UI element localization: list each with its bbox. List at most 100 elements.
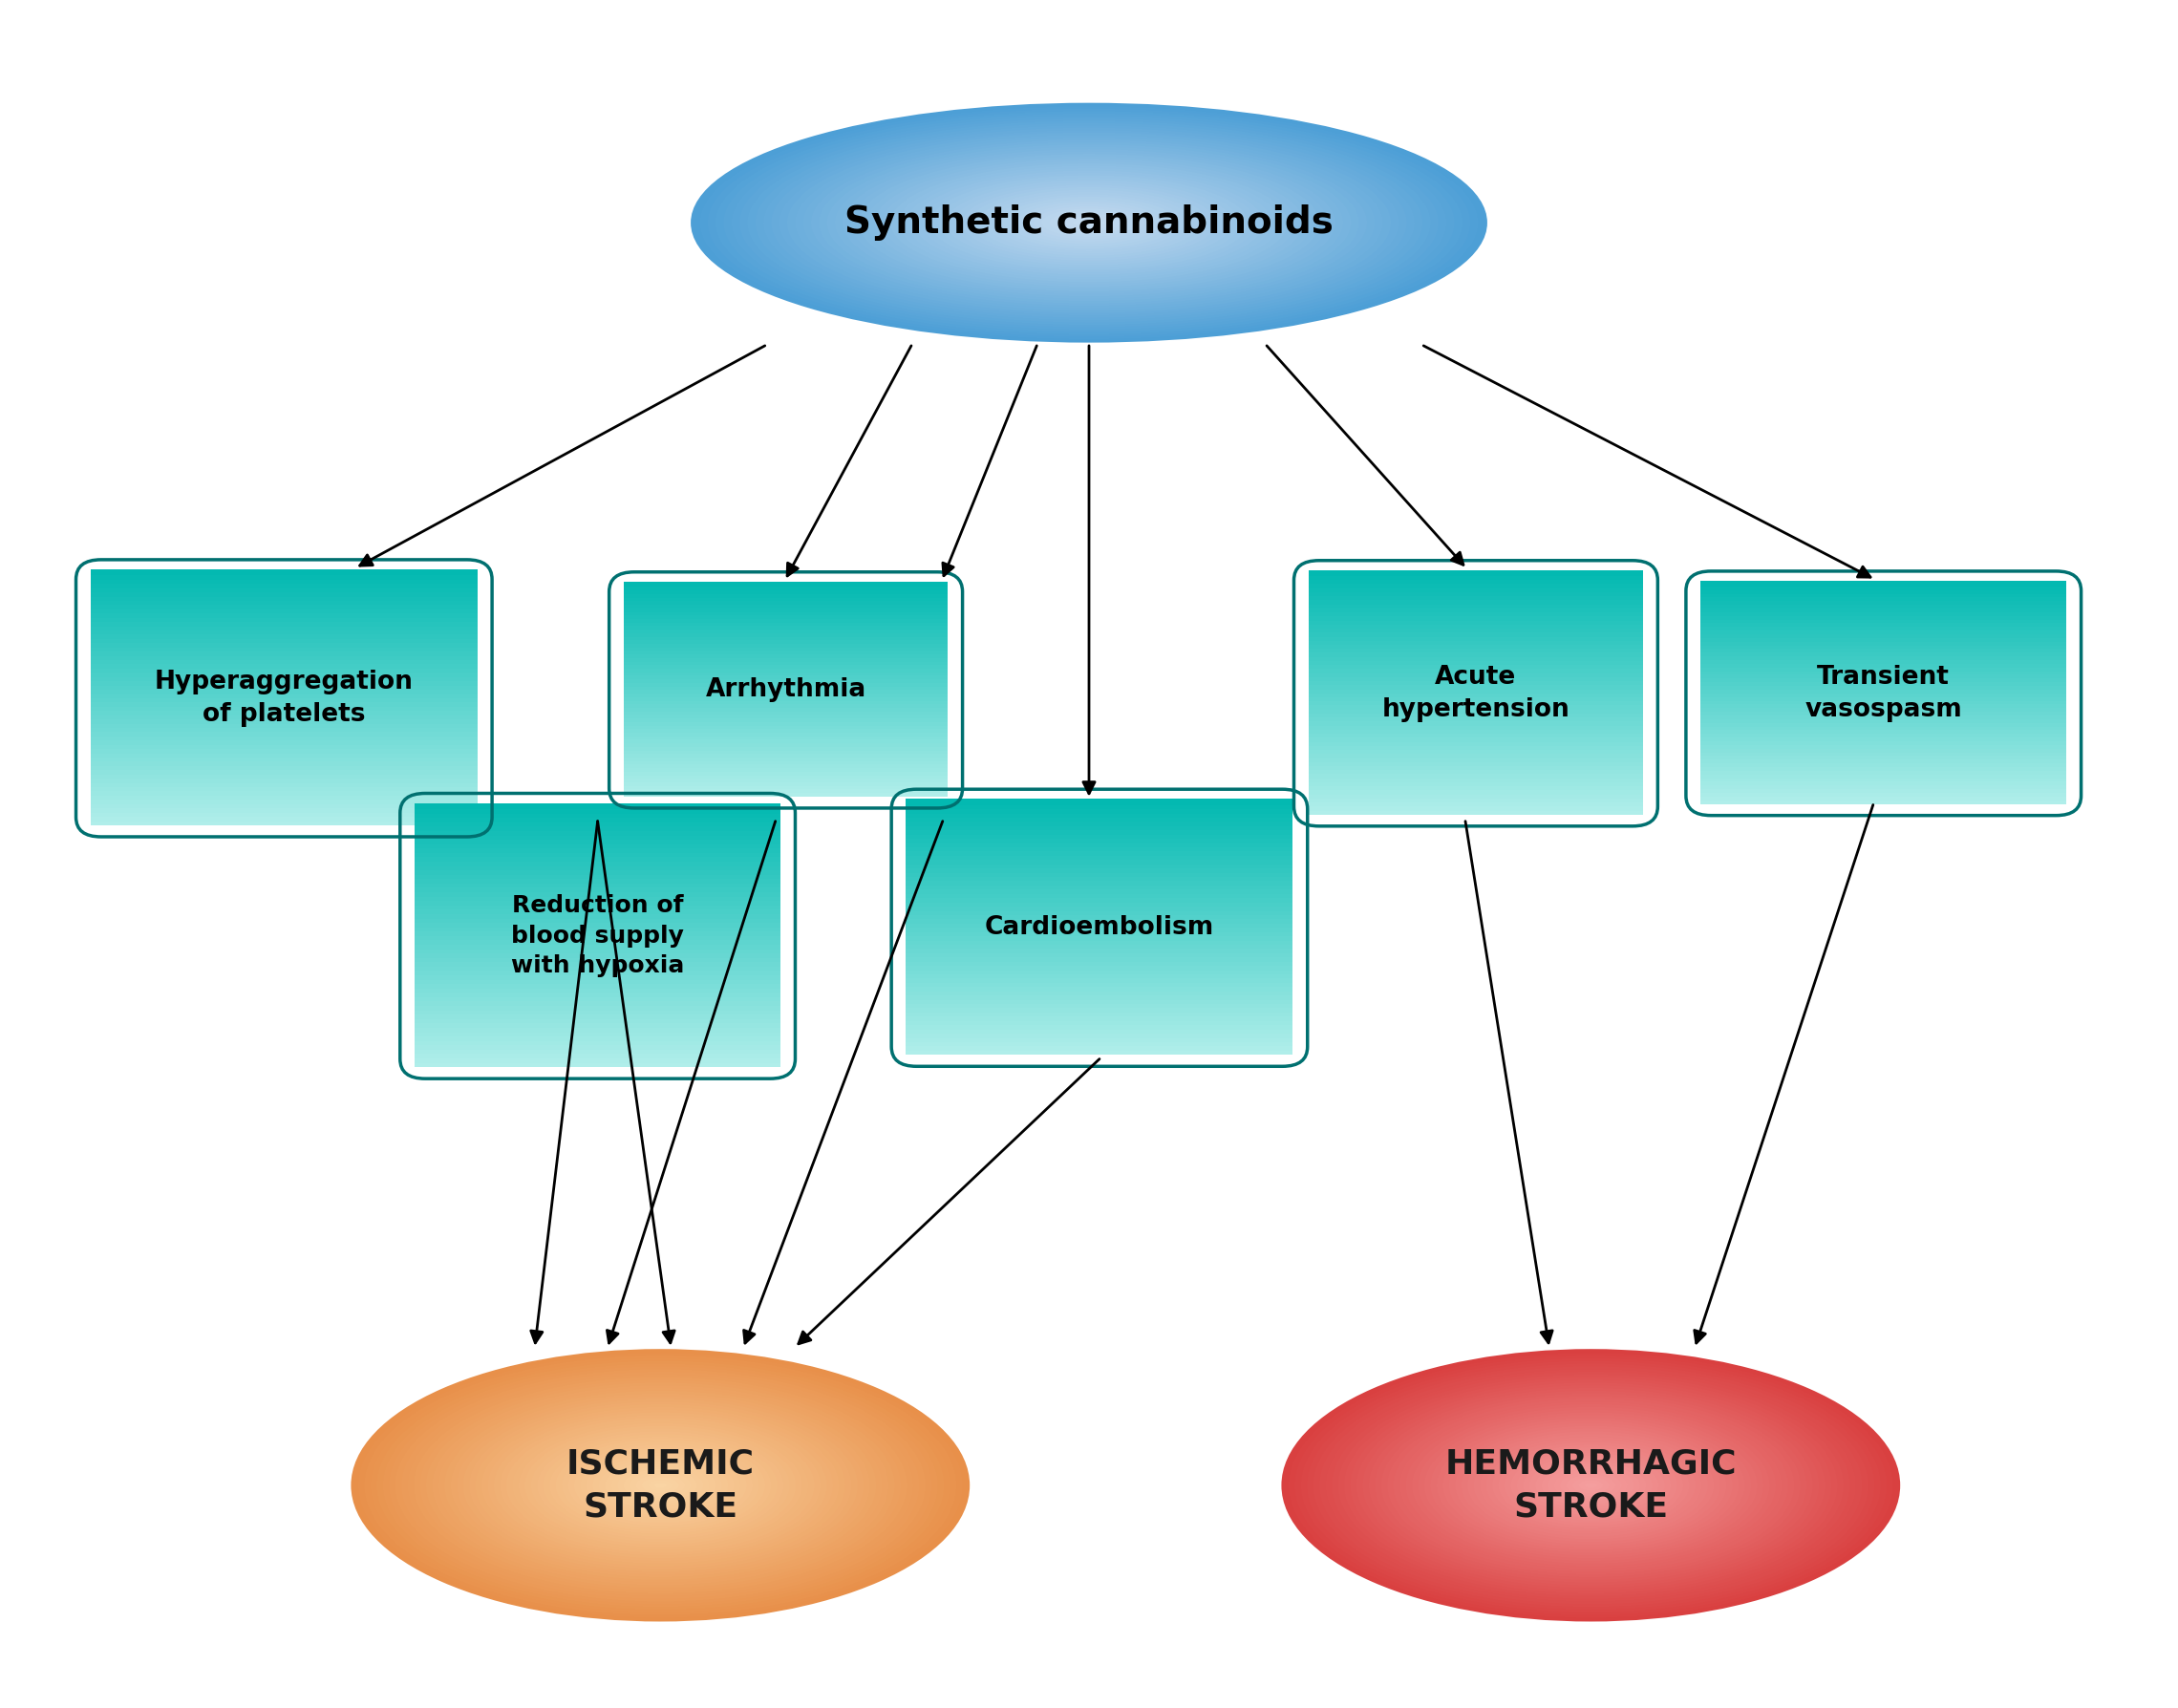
Ellipse shape <box>370 1358 950 1612</box>
Bar <box>906 803 1294 810</box>
Ellipse shape <box>1300 1358 1882 1612</box>
Bar <box>906 859 1294 864</box>
Bar <box>906 1032 1294 1038</box>
Bar <box>623 714 947 719</box>
Bar <box>906 951 1294 958</box>
Ellipse shape <box>457 1395 865 1575</box>
Bar <box>1701 791 2067 796</box>
Bar <box>1309 704 1642 709</box>
Bar <box>414 847 780 852</box>
Bar <box>414 965 780 970</box>
Bar <box>1701 746 2067 752</box>
Bar <box>1309 760 1642 767</box>
Bar <box>414 1049 780 1054</box>
Bar <box>1701 670 2067 675</box>
Bar <box>623 600 947 605</box>
Bar <box>1309 772 1642 779</box>
Bar <box>1701 740 2067 745</box>
Bar <box>1701 581 2067 586</box>
Ellipse shape <box>1080 220 1098 225</box>
Bar <box>414 869 780 874</box>
Bar <box>623 688 947 693</box>
Bar <box>623 731 947 736</box>
Bar <box>1701 769 2067 774</box>
Bar <box>623 622 947 627</box>
Ellipse shape <box>1056 214 1122 232</box>
Bar <box>414 1004 780 1011</box>
Bar <box>623 603 947 608</box>
Bar <box>91 574 477 579</box>
Bar <box>906 1023 1294 1030</box>
Bar <box>414 1009 780 1015</box>
Ellipse shape <box>377 1361 943 1609</box>
Bar <box>623 606 947 611</box>
Bar <box>623 763 947 769</box>
Ellipse shape <box>1050 210 1128 234</box>
Bar <box>414 873 780 880</box>
Bar <box>91 781 477 787</box>
Bar <box>906 968 1294 974</box>
Bar <box>414 979 780 984</box>
Ellipse shape <box>1350 1380 1832 1590</box>
Bar <box>623 668 947 673</box>
Bar <box>906 1011 1294 1016</box>
Bar <box>623 777 947 782</box>
Bar <box>623 663 947 670</box>
Bar <box>906 965 1294 970</box>
Bar <box>1701 762 2067 767</box>
Ellipse shape <box>562 1442 760 1529</box>
Bar <box>1701 755 2067 760</box>
Bar <box>1309 594 1642 600</box>
Bar <box>906 851 1294 856</box>
Bar <box>91 757 477 762</box>
Bar <box>623 681 947 687</box>
Bar <box>623 738 947 743</box>
Bar <box>414 1018 780 1023</box>
Bar <box>906 897 1294 902</box>
Bar <box>414 839 780 844</box>
Bar <box>1701 588 2067 594</box>
Bar <box>1701 610 2067 617</box>
Bar <box>414 881 780 888</box>
Ellipse shape <box>1566 1474 1616 1496</box>
Bar <box>414 895 780 902</box>
Bar <box>906 816 1294 822</box>
Bar <box>1701 781 2067 786</box>
Bar <box>91 629 477 635</box>
Ellipse shape <box>1017 202 1161 244</box>
Ellipse shape <box>1448 1423 1734 1547</box>
Bar <box>623 774 947 779</box>
Bar <box>1309 801 1642 806</box>
Bar <box>414 803 780 810</box>
Bar <box>623 678 947 683</box>
Bar <box>1309 651 1642 658</box>
Ellipse shape <box>1374 1390 1808 1580</box>
Bar <box>1309 591 1642 596</box>
Bar <box>623 760 947 765</box>
Ellipse shape <box>451 1394 869 1576</box>
Bar <box>906 917 1294 924</box>
Ellipse shape <box>616 1467 703 1505</box>
Bar <box>906 931 1294 936</box>
Ellipse shape <box>1363 1385 1819 1585</box>
Bar <box>623 671 947 676</box>
Bar <box>91 646 477 652</box>
Bar <box>1309 707 1642 714</box>
Ellipse shape <box>505 1418 815 1553</box>
Bar <box>1701 799 2067 804</box>
Bar <box>91 654 477 659</box>
Ellipse shape <box>1387 1395 1795 1575</box>
Bar <box>906 837 1294 844</box>
Bar <box>1309 728 1642 734</box>
Bar <box>1701 593 2067 598</box>
Bar <box>414 861 780 866</box>
Bar <box>623 699 947 704</box>
Ellipse shape <box>915 171 1263 275</box>
Ellipse shape <box>512 1421 808 1551</box>
Ellipse shape <box>993 195 1185 251</box>
Bar <box>1309 736 1642 741</box>
Bar <box>1309 586 1642 593</box>
Bar <box>1309 752 1642 758</box>
Bar <box>414 951 780 958</box>
Bar <box>414 996 780 1001</box>
